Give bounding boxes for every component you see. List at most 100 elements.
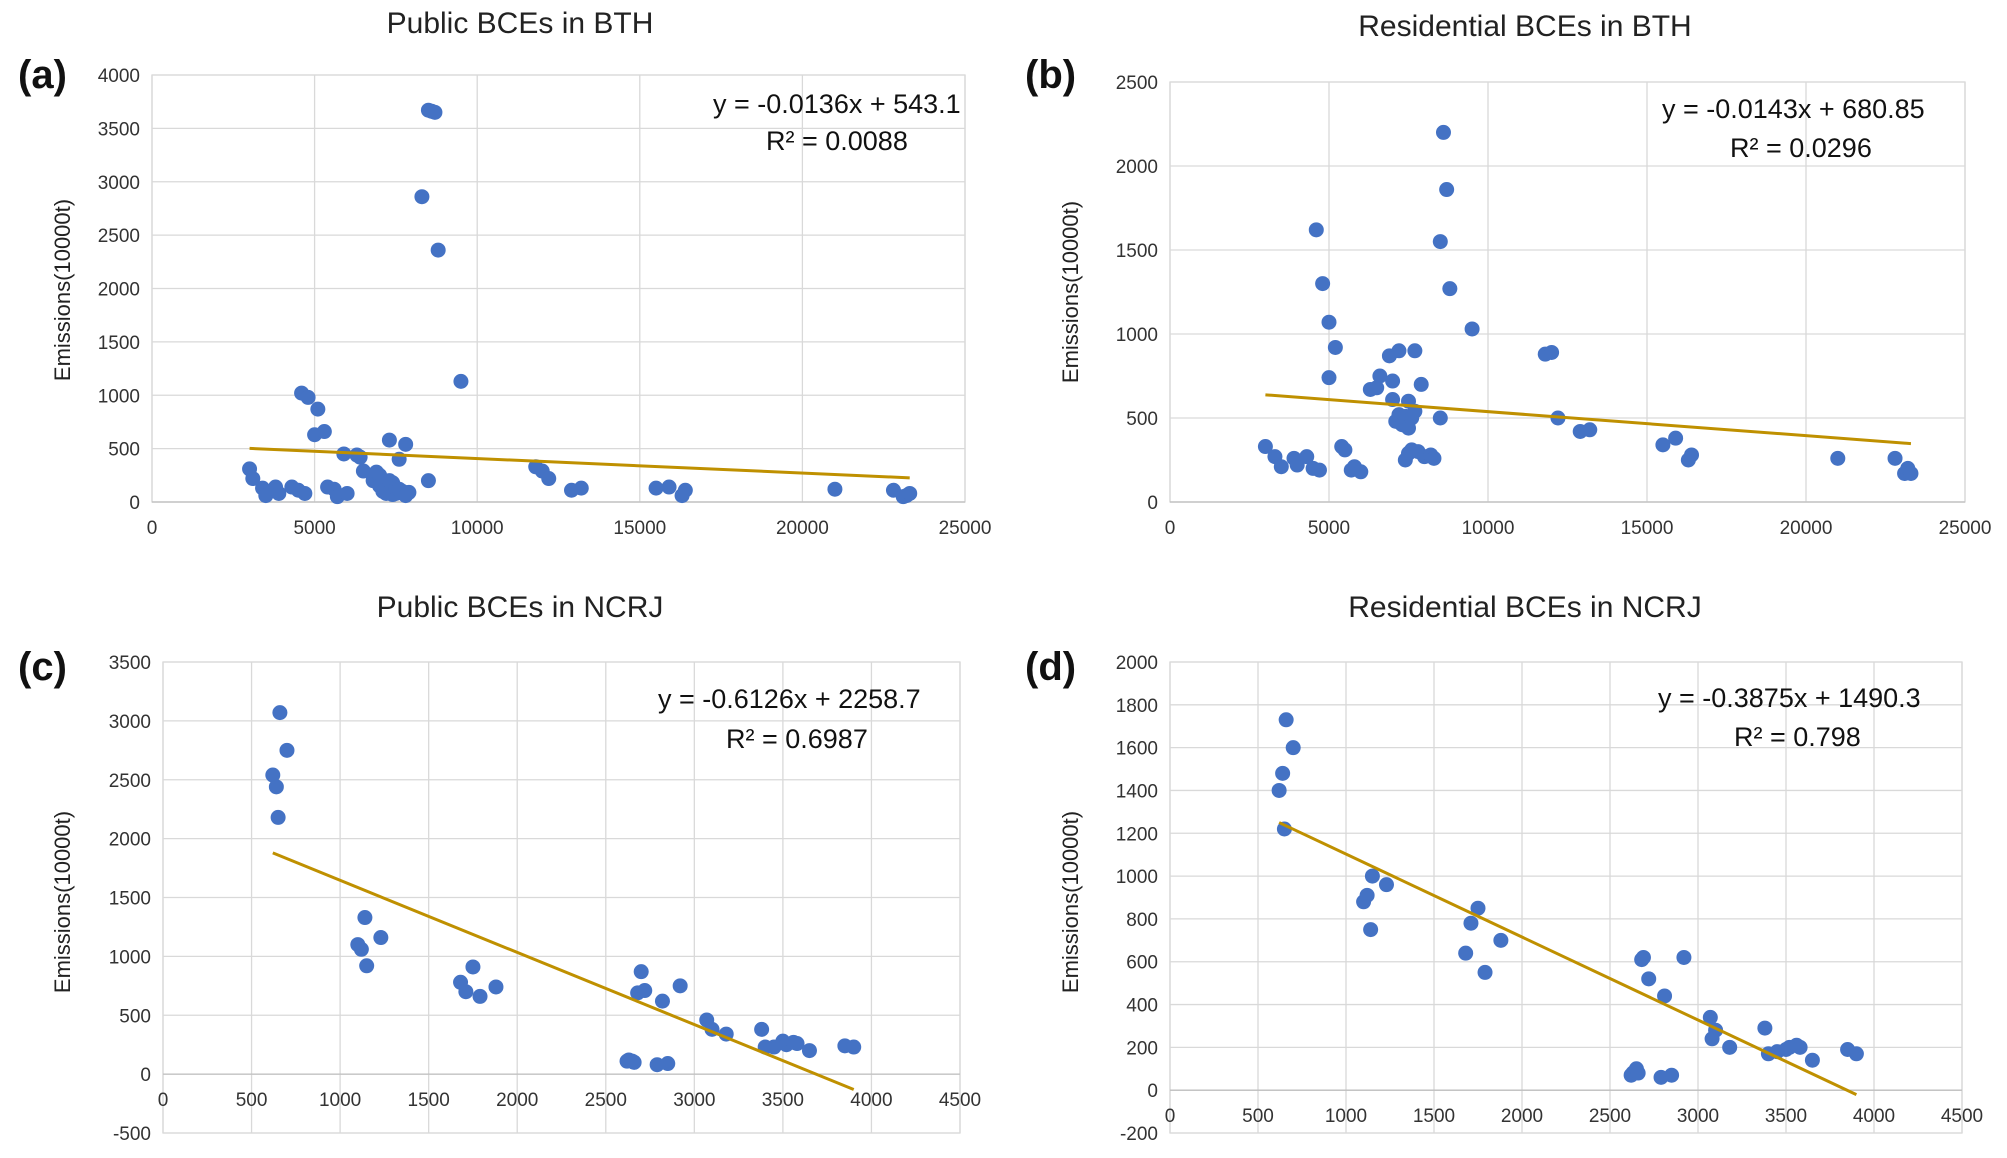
data-point [672,978,688,994]
r-squared-label: R² = 0.6987 [726,724,868,754]
data-point [1299,449,1315,465]
trendline-equation: y = -0.6126x + 2258.7 [658,684,921,714]
chart-title: Public BCEs in BTH [387,7,654,40]
data-point [1903,465,1919,481]
data-point [1321,314,1337,330]
y-tick-label: 0 [129,493,140,514]
y-tick-label: 2000 [109,830,151,851]
data-point [1635,949,1651,965]
x-tick-label: 10000 [451,518,504,539]
data-point [420,473,436,489]
x-tick-label: 3500 [1765,1106,1807,1127]
data-point [1887,450,1903,466]
data-point [258,488,274,504]
x-tick-label: 2000 [496,1090,538,1111]
data-point [1684,447,1700,463]
x-tick-label: 5000 [293,518,335,539]
data-point [1493,932,1509,948]
data-point [541,471,557,487]
x-tick-label: 5000 [1308,518,1350,539]
x-tick-label: 1000 [319,1090,361,1111]
y-tick-label: 2000 [1116,157,1158,178]
data-point [270,809,286,825]
data-point [660,1056,676,1072]
x-tick-label: 20000 [1780,518,1833,539]
data-point [1442,281,1458,297]
x-tick-label: 0 [1165,518,1176,539]
chart-title: Public BCEs in NCRJ [377,591,664,624]
data-point [1359,887,1375,903]
data-point [1432,234,1448,250]
data-point [1804,1052,1820,1068]
data-point [458,984,474,1000]
y-tick-label: 3000 [98,173,140,194]
data-point [573,480,589,496]
r-squared-label: R² = 0.0088 [766,126,908,156]
data-point [1285,740,1301,756]
y-axis-label: Emissions(10000t) [50,199,75,381]
data-point [355,463,371,479]
x-tick-label: 0 [1165,1106,1176,1127]
data-point [637,983,653,999]
data-point [1435,124,1451,140]
y-tick-label: 1000 [109,947,151,968]
data-point [1655,437,1671,453]
y-tick-label: 800 [1126,910,1158,931]
trendline-equation: y = -0.0143x + 680.85 [1662,94,1925,124]
data-point [902,485,918,501]
data-point [430,242,446,258]
data-point [1757,1020,1773,1036]
y-tick-label: 0 [1147,1081,1158,1102]
data-point [1657,988,1673,1004]
data-point [398,488,414,504]
y-axis-label: Emissions(10000t) [1058,811,1083,993]
y-tick-label: 1200 [1116,824,1158,845]
data-point [465,959,481,975]
r-squared-label: R² = 0.0296 [1730,133,1872,163]
data-point [1353,464,1369,480]
data-point [677,482,693,498]
panel-label: (c) [18,645,67,689]
chart-title: Residential BCEs in NCRJ [1348,591,1701,624]
data-point [626,1054,642,1070]
y-tick-label: 1400 [1116,781,1158,802]
data-point [1426,450,1442,466]
x-tick-label: 25000 [939,518,992,539]
x-tick-label: 15000 [1621,518,1674,539]
data-point [1470,900,1486,916]
data-point [1407,343,1423,359]
x-tick-label: 4500 [1941,1106,1983,1127]
y-tick-label: 0 [140,1065,151,1086]
y-tick-label: 1000 [98,386,140,407]
data-point [1372,368,1388,384]
r-squared-label: R² = 0.798 [1734,722,1861,752]
data-point [1664,1067,1680,1083]
y-tick-label: 200 [1126,1038,1158,1059]
data-point [359,958,375,974]
data-point [1363,922,1379,938]
trendline [272,851,855,1091]
y-tick-label: 1600 [1116,739,1158,760]
data-point [398,436,414,452]
data-point [1439,182,1455,198]
data-point [1327,339,1343,355]
y-tick-label: 500 [1126,409,1158,430]
data-point [1722,1039,1738,1055]
data-point [472,988,488,1004]
data-point [1582,422,1598,438]
x-tick-label: 10000 [1462,518,1515,539]
data-point [661,479,677,495]
data-point [1413,376,1429,392]
data-point [1630,1065,1646,1081]
x-tick-label: 4000 [850,1090,892,1111]
panel-label: (d) [1025,645,1076,689]
trendline [1278,821,1858,1097]
data-point [453,373,469,389]
y-tick-label: 2500 [1116,73,1158,94]
data-point [1848,1046,1864,1062]
data-point [245,471,261,487]
data-point [1544,344,1560,360]
y-tick-label: 1800 [1116,696,1158,717]
trendline [1265,393,1912,446]
y-tick-label: 3500 [98,119,140,140]
